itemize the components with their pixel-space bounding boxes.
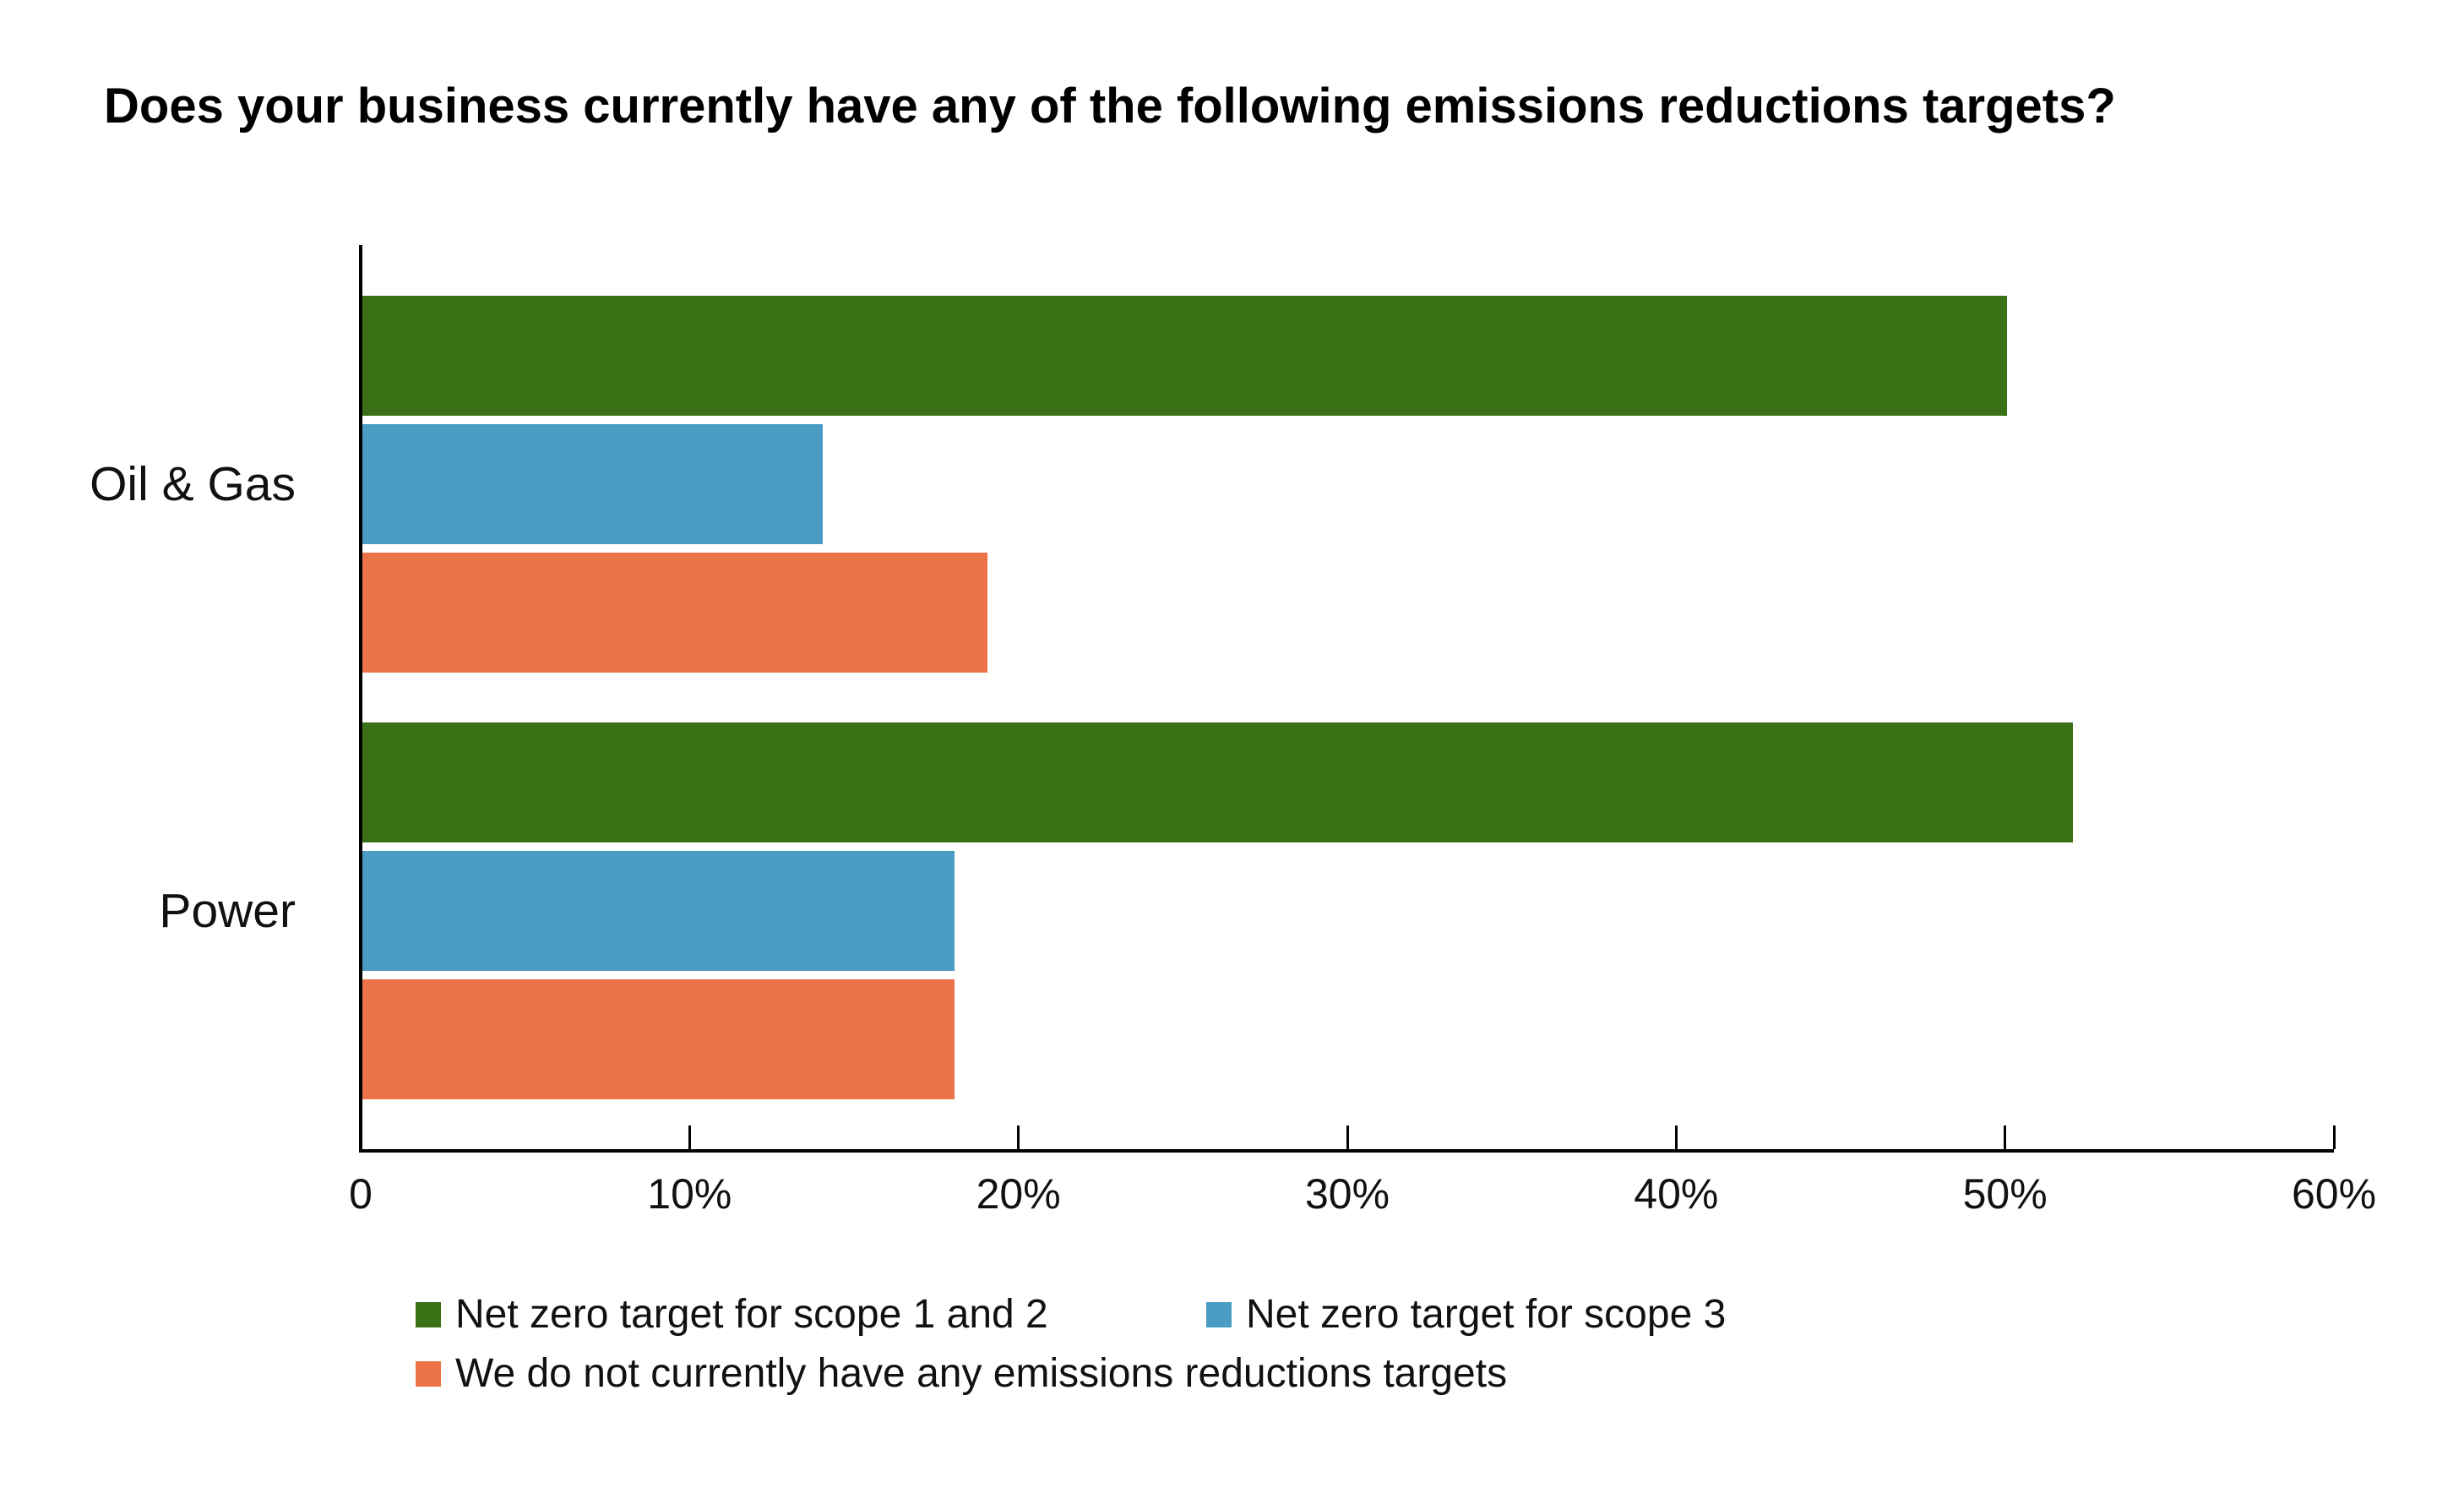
legend-swatch-icon xyxy=(416,1360,441,1387)
x-tick-label-50: 50% xyxy=(1962,1170,2048,1218)
legend-label: Net zero target for scope 1 and 2 xyxy=(455,1292,1048,1337)
x-tick-label-10: 10% xyxy=(647,1170,732,1218)
x-axis-line xyxy=(359,1149,2334,1153)
chart-title: Does your business currently have any of… xyxy=(104,79,2116,134)
category-label-power: Power xyxy=(159,884,296,938)
bar-oil-gas-we-do-not-currently-have-any-emissions-reductions-targets xyxy=(362,553,987,673)
legend-item-net-zero-target-for-scope-1-and-2: Net zero target for scope 1 and 2 xyxy=(416,1291,1048,1338)
x-tick-50 xyxy=(2004,1126,2007,1149)
legend-label: Net zero target for scope 3 xyxy=(1246,1292,1727,1337)
x-tick-label-40: 40% xyxy=(1634,1170,1719,1218)
bar-power-we-do-not-currently-have-any-emissions-reductions-targets xyxy=(362,979,955,1099)
legend-swatch-icon xyxy=(416,1301,441,1327)
x-tick-label-60: 60% xyxy=(2291,1170,2377,1218)
bar-power-net-zero-target-for-scope-3 xyxy=(362,851,955,971)
x-tick-label-30: 30% xyxy=(1304,1170,1390,1218)
legend-item-we-do-not-currently-have-any-emissions-reductions-targets: We do not currently have any emissions r… xyxy=(416,1350,1507,1397)
x-tick-60 xyxy=(2332,1126,2336,1149)
category-label-oil-gas: Oil & Gas xyxy=(90,457,296,511)
x-tick-20 xyxy=(1017,1126,1020,1149)
bar-oil-gas-net-zero-target-for-scope-3 xyxy=(362,424,824,544)
x-tick-0 xyxy=(359,1126,362,1149)
x-tick-40 xyxy=(1674,1126,1678,1149)
x-tick-10 xyxy=(688,1126,691,1149)
x-tick-label-20: 20% xyxy=(976,1170,1061,1218)
legend-label: We do not currently have any emissions r… xyxy=(455,1351,1508,1396)
bar-oil-gas-net-zero-target-for-scope-1-and-2 xyxy=(362,296,2007,416)
bar-power-net-zero-target-for-scope-1-and-2 xyxy=(362,722,2073,842)
legend-swatch-icon xyxy=(1206,1301,1232,1327)
legend-item-net-zero-target-for-scope-3: Net zero target for scope 3 xyxy=(1206,1291,1726,1338)
y-axis-line xyxy=(359,245,362,1153)
x-tick-label-0: 0 xyxy=(349,1170,373,1218)
x-tick-30 xyxy=(1346,1126,1349,1149)
